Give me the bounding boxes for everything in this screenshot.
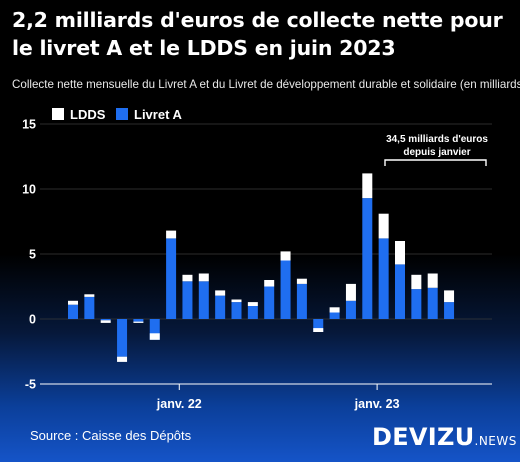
bar-ldds	[313, 328, 324, 332]
bar-livret-a	[378, 238, 389, 319]
bar-ldds	[444, 290, 455, 303]
bar-ldds	[427, 273, 438, 288]
bar-livret-a	[329, 312, 340, 319]
bar-ldds	[395, 241, 405, 265]
y-tick-label: -5	[25, 378, 36, 392]
bar-ldds	[247, 302, 258, 306]
bar-livret-a	[182, 281, 193, 319]
source-note: Source : Caisse des Dépôts	[30, 428, 192, 443]
bar-ldds	[280, 251, 291, 261]
bar-ldds	[296, 278, 307, 284]
bar-livret-a	[427, 287, 438, 319]
bar-ldds	[149, 333, 160, 340]
brand-logo: DEVIZU.NEWS	[372, 423, 517, 451]
legend-label-ldds: LDDS	[70, 107, 106, 122]
bar-ldds	[378, 213, 389, 239]
annotation-line-1: 34,5 milliards d'euros	[386, 134, 488, 145]
x-tick-label: janv. 23	[354, 397, 400, 411]
bar-livret-a	[84, 296, 95, 319]
brand-suffix: .NEWS	[474, 434, 517, 448]
bar-livret-a	[100, 319, 111, 321]
bar-livret-a	[313, 319, 324, 332]
y-tick-label: 10	[22, 183, 36, 197]
bar-livret-a	[247, 306, 258, 319]
bar-ldds	[166, 230, 177, 239]
x-axis: janv. 22 janv. 23	[40, 383, 492, 411]
legend-label-livret-a: Livret A	[134, 107, 183, 122]
y-tick-label: 15	[22, 118, 36, 132]
bar-ldds	[68, 300, 78, 305]
bar-livret-a	[215, 295, 226, 319]
bar-livret-a	[444, 302, 455, 319]
bar-livret-a	[166, 238, 177, 319]
bar-livret-a	[296, 283, 307, 319]
bar-ldds	[362, 173, 373, 199]
chart-subtitle: Collecte nette mensuelle du Livret A et …	[12, 78, 520, 91]
legend-swatch-ldds	[52, 108, 64, 120]
annotation-line-2: depuis janvier	[403, 147, 470, 158]
bar-livret-a	[264, 286, 275, 319]
legend: LDDS Livret A	[52, 107, 183, 122]
bar-livret-a	[411, 289, 422, 319]
bar-livret-a	[117, 319, 128, 357]
bar-livret-a	[345, 300, 356, 319]
bar-livret-a	[149, 319, 160, 340]
bar-ldds	[182, 274, 193, 282]
bar-livret-a	[68, 304, 78, 319]
y-tick-label: 5	[29, 248, 36, 262]
brand-name: DEVIZU	[372, 423, 475, 451]
bars	[68, 173, 455, 362]
bar-livret-a	[362, 198, 373, 319]
y-axis: 15 10 5 0 -5	[22, 118, 36, 392]
bar-ldds	[264, 280, 275, 287]
bar-livret-a	[280, 260, 291, 319]
bar-ldds	[345, 283, 356, 301]
bar-ldds	[411, 274, 422, 290]
bar-ldds	[231, 299, 242, 303]
bar-ldds	[84, 294, 95, 297]
bar-ldds	[198, 273, 209, 282]
bar-ldds	[100, 320, 111, 323]
bar-livret-a	[133, 319, 144, 322]
x-tick-label: janv. 22	[156, 397, 202, 411]
chart-title: 2,2 milliards d'euros de collecte nette …	[12, 8, 503, 60]
bar-livret-a	[198, 281, 209, 319]
bar-livret-a	[395, 264, 405, 319]
y-tick-label: 0	[29, 313, 36, 327]
bar-ldds	[329, 307, 340, 313]
bar-ldds	[133, 321, 144, 323]
bar-ldds	[117, 356, 128, 362]
bar-ldds	[215, 290, 226, 296]
gridlines	[40, 123, 492, 385]
annotation-bracket	[384, 159, 487, 166]
cumulative-annotation: 34,5 milliards d'euros depuis janvier	[384, 134, 488, 166]
bar-livret-a	[231, 302, 242, 319]
legend-swatch-livret-a	[116, 108, 128, 120]
